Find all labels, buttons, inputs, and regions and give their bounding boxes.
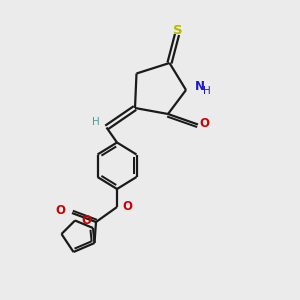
Text: S: S: [173, 24, 183, 38]
Text: O: O: [122, 200, 132, 214]
Text: O: O: [82, 214, 92, 227]
Text: O: O: [56, 204, 65, 217]
Text: N: N: [195, 80, 205, 94]
Text: H: H: [92, 117, 100, 127]
Text: H: H: [203, 86, 211, 97]
Text: O: O: [200, 116, 210, 130]
